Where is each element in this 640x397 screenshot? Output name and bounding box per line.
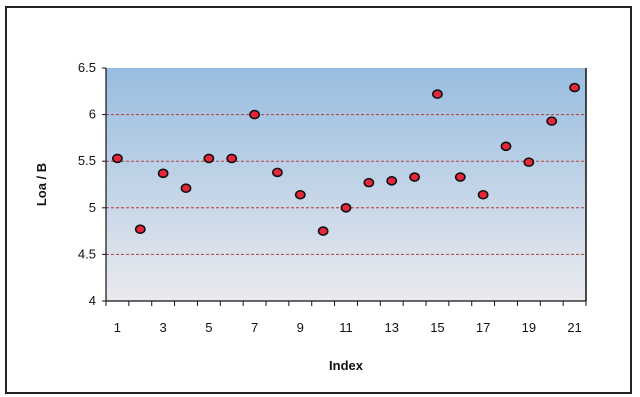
y-axis-title: Loa / B [34,163,49,206]
y-tick-label: 4 [89,293,96,308]
data-points [112,82,580,236]
data-point [249,109,260,120]
data-point [180,183,192,194]
data-point [317,226,329,236]
data-point [272,167,283,178]
data-point [432,89,443,99]
x-tick-label: 13 [384,320,398,335]
x-tick-label: 19 [522,320,536,335]
axes [102,67,587,306]
data-point [386,175,398,186]
x-tick-label: 11 [339,320,353,335]
data-point [157,168,169,179]
x-tick-label: 1 [114,320,121,335]
data-point [454,172,466,182]
data-point [294,189,306,200]
data-point [477,189,489,200]
data-point [569,82,580,93]
y-tick-label: 4.5 [78,246,96,261]
x-tick-label: 7 [251,320,258,335]
x-tick-label: 9 [297,320,304,335]
data-point [134,224,146,235]
x-tick-label: 5 [205,320,212,335]
y-tick-label: 5 [89,200,96,215]
data-point [363,177,375,188]
data-point [409,172,420,182]
tick-labels: 44.555.566.51 3 5 7 9 11 13 15 17 19 21 [78,60,582,335]
data-point [500,141,512,152]
data-point [226,153,238,164]
x-tick-label: 21 [567,320,581,335]
data-point [523,157,535,167]
x-axis-title: Index [329,358,364,373]
x-tick-label: 15 [430,320,444,335]
data-point [203,153,215,164]
data-point [546,116,558,126]
plot-area [106,68,586,301]
x-tick-label: 3 [160,320,167,335]
y-tick-label: 6 [89,107,96,122]
y-tick-label: 5.5 [78,153,96,168]
data-point [112,153,123,164]
y-tick-label: 6.5 [78,60,96,75]
data-point [340,203,352,213]
x-tick-label: 17 [476,320,490,335]
